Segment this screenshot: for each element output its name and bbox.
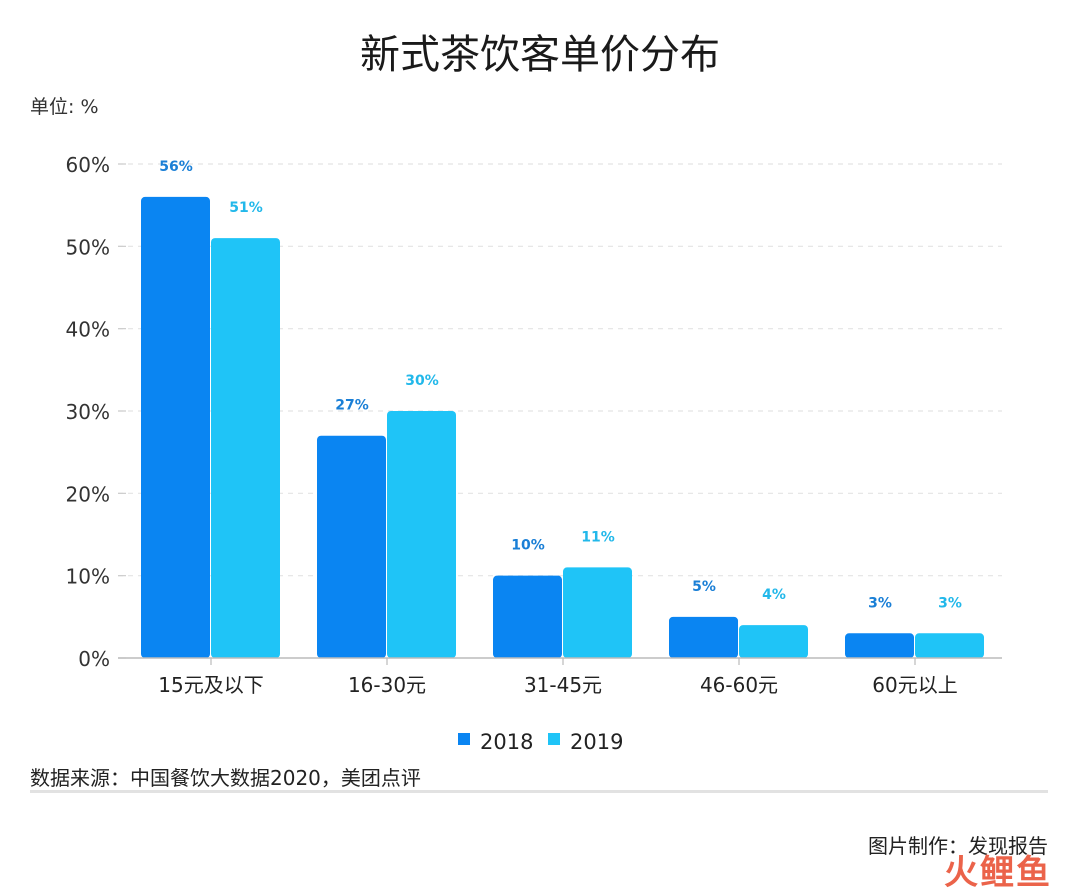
watermark-logo: 火鲤鱼 — [944, 853, 1052, 893]
y-tick-label: 0% — [78, 647, 110, 671]
data-label: 27% — [335, 398, 369, 414]
x-tick-label: 15元及以下 — [158, 673, 263, 697]
legend-label-2019: 2019 — [570, 730, 623, 754]
y-tick-label: 60% — [66, 153, 110, 177]
bar-2019-2 — [563, 567, 632, 658]
y-tick-label: 20% — [66, 482, 110, 506]
data-label: 11% — [581, 529, 615, 545]
source-note: 数据来源：中国餐饮大数据2020，美团点评 — [30, 766, 421, 790]
data-label: 30% — [405, 373, 439, 389]
bar-2019-1 — [387, 411, 456, 658]
data-label: 51% — [229, 200, 263, 216]
data-label: 3% — [868, 595, 892, 611]
bar-2019-3 — [739, 625, 808, 658]
grid-lines — [118, 163, 1002, 577]
x-tick-label: 31-45元 — [524, 673, 602, 697]
bar-2018-3 — [669, 616, 738, 658]
y-tick-label: 30% — [66, 400, 110, 424]
unit-label: 单位: % — [30, 96, 99, 118]
x-axis-ticks: 15元及以下 16-30元 31-45元 46-60元 60元以上 — [158, 658, 958, 697]
divider — [30, 790, 1048, 793]
bar-2018-0 — [141, 196, 210, 658]
x-tick-label: 60元以上 — [872, 673, 957, 697]
data-label: 10% — [511, 538, 545, 554]
chart-title: 新式茶饮客单价分布 — [360, 32, 720, 78]
legend-swatch-2018 — [458, 733, 470, 745]
y-tick-label: 50% — [66, 235, 110, 259]
bars — [141, 196, 984, 658]
data-label: 5% — [692, 579, 716, 595]
legend-label-2018: 2018 — [480, 730, 533, 754]
bar-2018-4 — [845, 633, 914, 658]
legend: 2018 2019 — [458, 730, 623, 754]
data-label: 56% — [159, 159, 193, 175]
bar-2018-2 — [493, 575, 562, 658]
data-label: 4% — [762, 587, 786, 603]
bar-2019-0 — [211, 238, 280, 658]
data-labels: 56% 51% 27% 30% 10% 11% 5% 4% 3% 3% — [159, 159, 962, 611]
data-label: 3% — [938, 595, 962, 611]
y-axis-ticks: 0% 10% 20% 30% 40% 50% 60% — [66, 153, 126, 671]
credit-note: 图片制作：发现报告 — [868, 834, 1048, 858]
bar-2018-1 — [317, 435, 386, 658]
x-tick-label: 46-60元 — [700, 673, 778, 697]
bar-chart: 0%10%20%30%40%50%60% 56%51%27%30%10%11%5… — [66, 153, 1002, 754]
legend-swatch-2019 — [548, 733, 560, 745]
bar-2019-4 — [915, 633, 984, 658]
y-tick-label: 40% — [66, 318, 110, 342]
x-tick-label: 16-30元 — [348, 673, 426, 697]
y-tick-label: 10% — [66, 565, 110, 589]
